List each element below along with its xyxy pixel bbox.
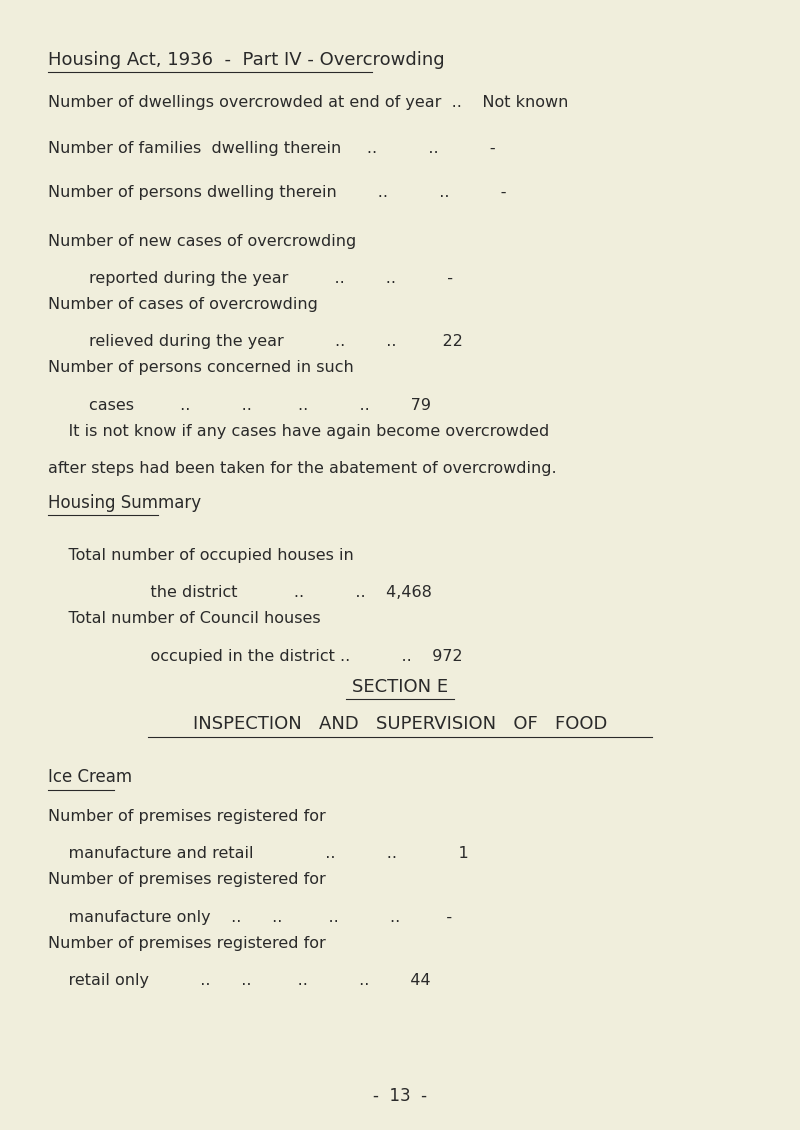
Text: the district           ..          ..    4,468: the district .. .. 4,468 bbox=[48, 585, 432, 600]
Text: reported during the year         ..        ..          -: reported during the year .. .. - bbox=[48, 271, 453, 286]
Text: Housing Summary: Housing Summary bbox=[48, 494, 201, 512]
Text: Number of persons concerned in such: Number of persons concerned in such bbox=[48, 360, 354, 375]
Text: manufacture only    ..      ..         ..          ..         -: manufacture only .. .. .. .. - bbox=[48, 910, 452, 924]
Text: relieved during the year          ..        ..         22: relieved during the year .. .. 22 bbox=[48, 334, 463, 349]
Text: SECTION E: SECTION E bbox=[352, 678, 448, 696]
Text: -  13  -: - 13 - bbox=[373, 1087, 427, 1105]
Text: Number of premises registered for: Number of premises registered for bbox=[48, 809, 326, 824]
Text: occupied in the district ..          ..    972: occupied in the district .. .. 972 bbox=[48, 649, 462, 663]
Text: Total number of occupied houses in: Total number of occupied houses in bbox=[48, 548, 354, 563]
Text: Number of persons dwelling therein        ..          ..          -: Number of persons dwelling therein .. ..… bbox=[48, 185, 506, 200]
Text: retail only          ..      ..         ..          ..        44: retail only .. .. .. .. 44 bbox=[48, 973, 430, 988]
Text: Number of families  dwelling therein     ..          ..          -: Number of families dwelling therein .. .… bbox=[48, 141, 496, 156]
Text: INSPECTION   AND   SUPERVISION   OF   FOOD: INSPECTION AND SUPERVISION OF FOOD bbox=[193, 715, 607, 733]
Text: Number of new cases of overcrowding: Number of new cases of overcrowding bbox=[48, 234, 356, 249]
Text: manufacture and retail              ..          ..            1: manufacture and retail .. .. 1 bbox=[48, 846, 469, 861]
Text: It is not know if any cases have again become overcrowded: It is not know if any cases have again b… bbox=[48, 424, 550, 438]
Text: after steps had been taken for the abatement of overcrowding.: after steps had been taken for the abate… bbox=[48, 461, 557, 476]
Text: Housing Act, 1936  -  Part IV - Overcrowding: Housing Act, 1936 - Part IV - Overcrowdi… bbox=[48, 51, 445, 69]
Text: cases         ..          ..         ..          ..        79: cases .. .. .. .. 79 bbox=[48, 398, 431, 412]
Text: Number of cases of overcrowding: Number of cases of overcrowding bbox=[48, 297, 318, 312]
Text: Number of dwellings overcrowded at end of year  ..    Not known: Number of dwellings overcrowded at end o… bbox=[48, 95, 568, 110]
Text: Total number of Council houses: Total number of Council houses bbox=[48, 611, 321, 626]
Text: Number of premises registered for: Number of premises registered for bbox=[48, 936, 326, 950]
Text: Ice Cream: Ice Cream bbox=[48, 768, 132, 786]
Text: Number of premises registered for: Number of premises registered for bbox=[48, 872, 326, 887]
